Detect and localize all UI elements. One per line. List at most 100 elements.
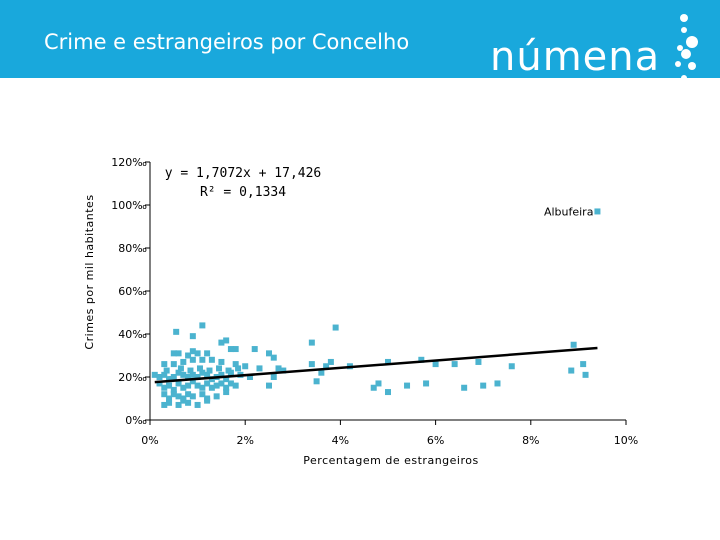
data-point [508,363,515,370]
data-point [218,380,225,387]
page-title: Crime e estrangeiros por Concelho [44,30,410,54]
trendline [154,346,598,384]
data-point [223,376,230,383]
data-point [168,376,175,383]
data-point [318,369,325,376]
data-point [156,374,163,380]
data-point [266,382,272,389]
data-point [404,382,411,389]
data-point [175,393,182,400]
data-point [313,378,320,385]
data-point [580,361,587,368]
y-tick-label: 40‰ [118,328,147,341]
data-point [375,380,382,387]
data-point [161,371,168,378]
data-point [204,371,211,378]
data-point [180,358,187,365]
trendline-r-squared: R² = 0,1334 [200,185,286,200]
data-point [196,365,203,372]
data-point [327,358,334,365]
data-point [166,382,173,389]
data-point [480,382,487,389]
data-point [180,371,187,378]
data-point [451,361,458,368]
data-point [461,384,468,391]
data-point [216,365,223,372]
numena-logo: númena [490,8,710,81]
data-point [199,369,206,376]
data-point [432,361,439,368]
data-point [170,361,177,368]
data-point [194,382,201,389]
trendline-equation: y = 1,7072x + 17,426 [165,166,322,181]
data-point [232,382,239,389]
data-point [185,352,192,359]
y-tick-label: 80‰ [118,242,147,255]
data-point-albufeira [594,208,601,215]
x-axis-title: Percentagem de estrangeiros [303,454,478,467]
chart-axes: 0% 2% 4% 6% 8% 10% 0‰ 20‰ 40‰ 60‰ 80‰ 100‰ 120‰ [111,156,638,447]
data-point [256,365,263,372]
data-point [189,393,196,400]
data-point [570,341,577,348]
x-tick-label: 2% [236,434,253,447]
data-point [227,380,234,387]
data-point [385,389,391,396]
y-tick-label: 0‰ [125,414,147,427]
data-point [194,350,201,357]
data-point [170,350,177,357]
data-point [223,389,230,396]
data-point [232,361,239,368]
data-point [170,391,177,398]
x-tick-label: 8% [522,434,539,447]
data-point [199,384,206,391]
x-tick-label: 6% [427,434,444,447]
data-point [161,391,168,398]
data-point [187,367,194,374]
y-tick-label: 120‰ [111,156,147,169]
data-point [204,350,211,357]
data-point [223,384,230,391]
data-point [189,333,196,340]
data-point [225,367,232,374]
data-point [156,380,163,387]
data-point [232,346,239,353]
data-point [189,371,196,378]
data-point [208,356,215,363]
header-bar: Crime e estrangeiros por Concelho númena [0,0,720,81]
data-point [166,395,173,402]
data-point [208,376,215,383]
data-point [175,380,182,387]
data-point [568,367,575,374]
x-tick-label: 0% [141,434,158,447]
data-point [475,358,482,365]
data-point [185,399,192,406]
data-point [199,322,206,329]
data-point [227,346,234,353]
data-point [161,384,168,391]
y-tick-label: 20‰ [118,371,147,384]
data-point [332,324,339,331]
data-point [199,356,206,363]
data-point [370,384,377,391]
data-point [185,374,192,380]
data-point [173,328,180,335]
data-point [189,348,196,355]
data-point [189,356,196,363]
data-point [418,356,425,363]
data-point [185,382,192,389]
data-point [308,361,315,368]
data-point [161,361,168,368]
data-point [163,367,170,374]
data-point [323,363,330,370]
x-tick-label: 4% [332,434,349,447]
data-point [199,391,206,398]
data-point [170,386,177,393]
data-point [175,369,182,376]
data-point [204,397,211,404]
data-point [206,367,213,374]
data-point [218,358,225,365]
data-point [251,346,258,353]
data-point [280,367,287,374]
